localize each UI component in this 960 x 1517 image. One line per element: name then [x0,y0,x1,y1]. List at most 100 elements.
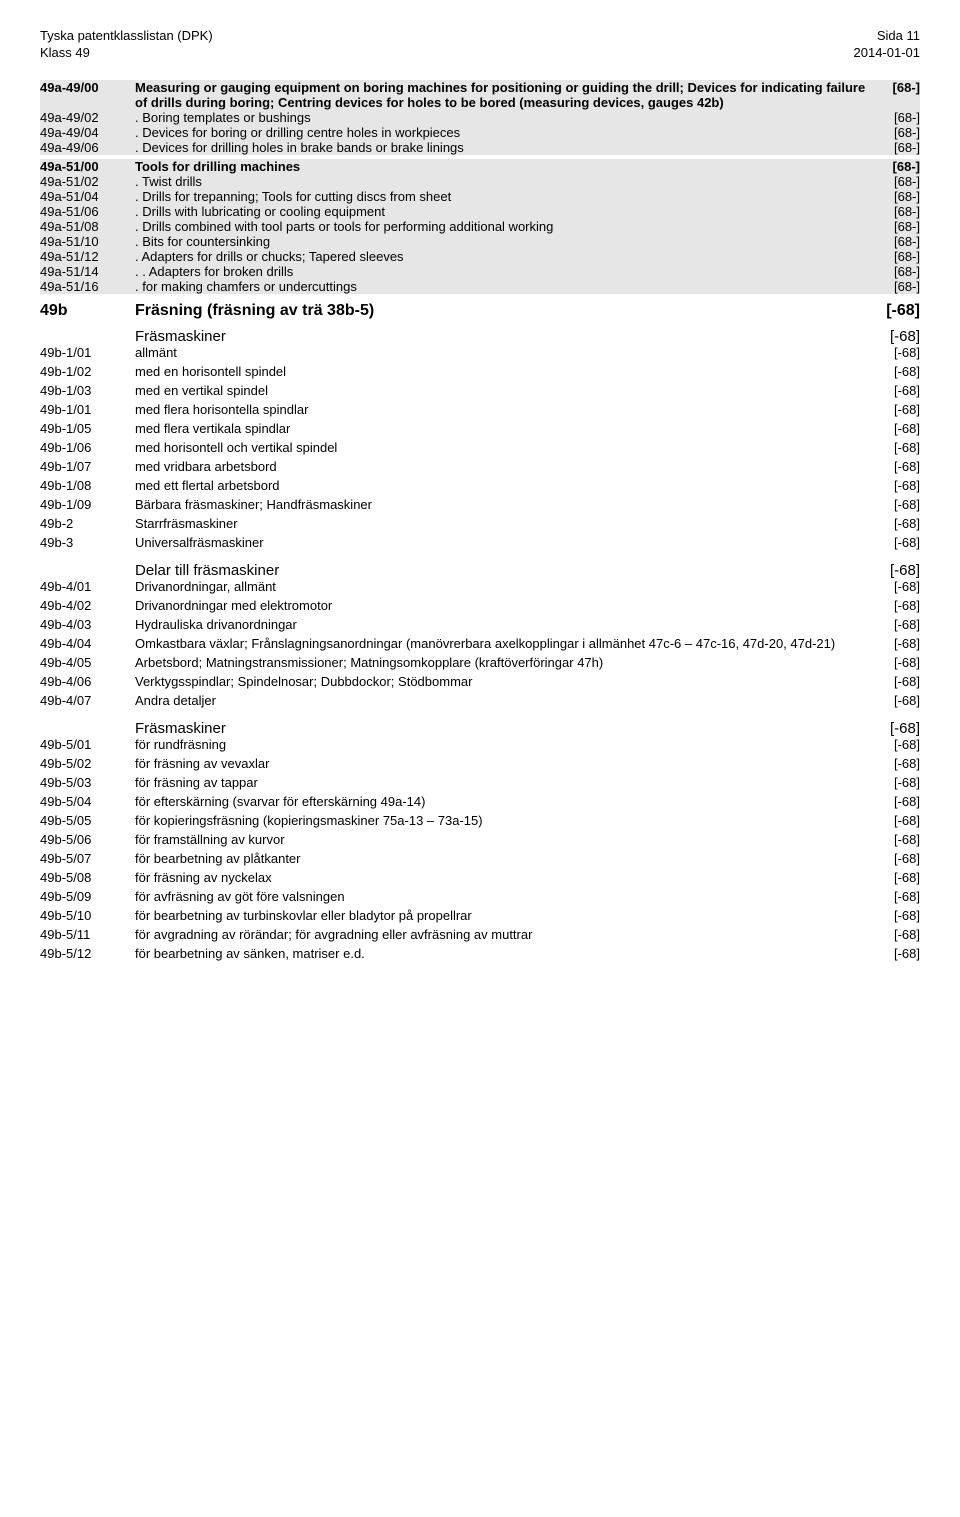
class-code [40,562,135,579]
table-row: 49b-5/02för fräsning av vevaxlar[-68] [40,756,920,771]
class-reference: [68-] [872,110,920,125]
class-code: 49b-3 [40,535,135,550]
table-row: 49b-5/01för rundfräsning[-68] [40,737,920,752]
class-reference: [-68] [872,328,920,345]
class-description: med flera horisontella spindlar [135,402,872,417]
table-row: 49b-5/09för avfräsning av göt före valsn… [40,889,920,904]
class-description: Drivanordningar med elektromotor [135,598,872,613]
class-code: 49a-51/02 [40,174,135,189]
table-row: 49b-5/08för fräsning av nyckelax[-68] [40,870,920,885]
class-code: 49b-5/10 [40,908,135,923]
class-description: . for making chamfers or undercuttings [135,279,872,294]
class-description: Universalfräsmaskiner [135,535,872,550]
table-row: 49a-51/02. Twist drills[68-] [40,174,920,189]
table-row: 49b-1/01allmänt[-68] [40,345,920,360]
class-reference: [-68] [872,579,920,594]
class-description: med flera vertikala spindlar [135,421,872,436]
table-row: 49a-51/16. for making chamfers or underc… [40,279,920,294]
class-description: . Twist drills [135,174,872,189]
header-right: Sida 11 2014-01-01 [854,28,921,62]
class-description: Verktygsspindlar; Spindelnosar; Dubbdock… [135,674,872,689]
class-reference: [-68] [872,832,920,847]
class-description: med vridbara arbetsbord [135,459,872,474]
class-code: 49a-51/04 [40,189,135,204]
class-description: med en vertikal spindel [135,383,872,398]
class-reference: [-68] [872,402,920,417]
class-description: för bearbetning av turbinskovlar eller b… [135,908,872,923]
table-row [40,72,920,80]
class-code: 49b-4/01 [40,579,135,594]
table-row: 49b-5/03för fräsning av tappar[-68] [40,775,920,790]
table-row: Delar till fräsmaskiner[-68] [40,562,920,579]
class-description: . Devices for boring or drilling centre … [135,125,872,140]
class-description: Fräsmaskiner [135,720,872,737]
class-description: . Drills for trepanning; Tools for cutti… [135,189,872,204]
class-reference: [-68] [872,908,920,923]
class-reference: [-68] [872,617,920,632]
class-reference: [68-] [872,219,920,234]
class-reference: [-68] [872,478,920,493]
class-reference: [68-] [872,159,920,174]
class-description: för rundfräsning [135,737,872,752]
class-description: Omkastbara växlar; Frånslagningsanordnin… [135,636,872,651]
table-row [40,320,920,328]
class-code: 49a-49/02 [40,110,135,125]
class-description: Starrfräsmaskiner [135,516,872,531]
class-description: . Drills with lubricating or cooling equ… [135,204,872,219]
class-code: 49a-51/12 [40,249,135,264]
class-description: Measuring or gauging equipment on boring… [135,80,872,110]
class-code: 49a-51/14 [40,264,135,279]
class-code: 49a-51/06 [40,204,135,219]
page: Tyska patentklasslistan (DPK) Klass 49 S… [0,0,960,993]
table-row: 49b-1/07med vridbara arbetsbord[-68] [40,459,920,474]
class-reference: [68-] [872,264,920,279]
class-reference: [68-] [872,279,920,294]
class-reference: [-68] [872,598,920,613]
class-description: med en horisontell spindel [135,364,872,379]
table-row: 49b-1/06med horisontell och vertikal spi… [40,440,920,455]
class-reference: [68-] [872,204,920,219]
class-code: 49a-51/00 [40,159,135,174]
table-row: 49b-5/07för bearbetning av plåtkanter[-6… [40,851,920,866]
class-code: 49b-5/07 [40,851,135,866]
class-description: för avfräsning av göt före valsningen [135,889,872,904]
class-reference: [68-] [872,249,920,264]
class-code: 49a-51/08 [40,219,135,234]
class-code: 49b-4/02 [40,598,135,613]
table-row: 49b-4/04Omkastbara växlar; Frånslagnings… [40,636,920,651]
class-description: för fräsning av vevaxlar [135,756,872,771]
table-row: 49b-1/03med en vertikal spindel[-68] [40,383,920,398]
table-row: 49b-4/03Hydrauliska drivanordningar[-68] [40,617,920,632]
class-description: för fräsning av tappar [135,775,872,790]
table-row: 49a-51/14. . Adapters for broken drills[… [40,264,920,279]
class-reference: [-68] [872,459,920,474]
table-row: 49b-4/06Verktygsspindlar; Spindelnosar; … [40,674,920,689]
table-row: 49a-51/08. Drills combined with tool par… [40,219,920,234]
class-code: 49b-1/07 [40,459,135,474]
table-row: 49a-49/00Measuring or gauging equipment … [40,80,920,110]
class-reference: [-68] [872,345,920,360]
class-code: 49b-4/06 [40,674,135,689]
class-reference: [-68] [872,813,920,828]
class-description: Delar till fräsmaskiner [135,562,872,579]
class-description: med ett flertal arbetsbord [135,478,872,493]
class-reference: [68-] [872,125,920,140]
table-row: 49b-1/08med ett flertal arbetsbord[-68] [40,478,920,493]
class-description: för bearbetning av sänken, matriser e.d. [135,946,872,961]
table-row: Fräsmaskiner[-68] [40,328,920,345]
class-reference: [-68] [872,720,920,737]
table-row: 49b-1/05med flera vertikala spindlar[-68… [40,421,920,436]
class-description: Drivanordningar, allmänt [135,579,872,594]
class-code: 49b-4/05 [40,655,135,670]
class-description: med horisontell och vertikal spindel [135,440,872,455]
table-row: 49b-4/07Andra detaljer[-68] [40,693,920,708]
class-reference: [-68] [872,302,920,320]
table-row: 49b-3Universalfräsmaskiner[-68] [40,535,920,550]
table-row: 49b-1/01med flera horisontella spindlar[… [40,402,920,417]
class-code [40,720,135,737]
class-code: 49b-5/02 [40,756,135,771]
class-code: 49a-49/06 [40,140,135,155]
table-row [40,554,920,562]
class-description: för framställning av kurvor [135,832,872,847]
class-reference: [-68] [872,636,920,651]
